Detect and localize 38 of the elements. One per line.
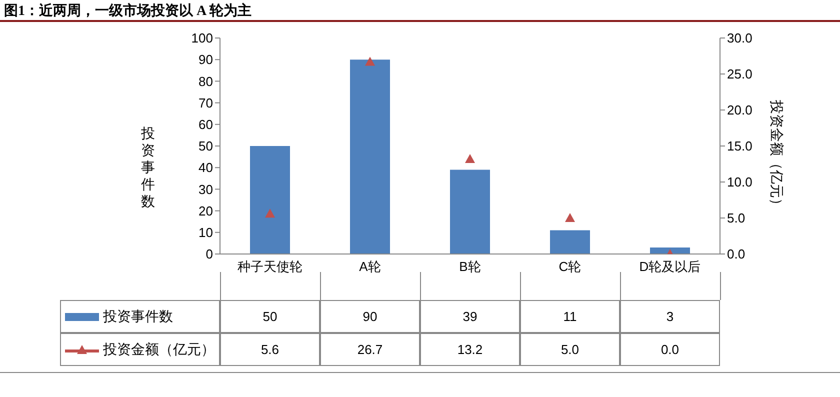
x-tick-label: D轮及以后 bbox=[639, 259, 701, 274]
x-tick-label: 种子天使轮 bbox=[238, 259, 302, 274]
data-label: 39 bbox=[420, 300, 520, 333]
data-label: 3 bbox=[620, 300, 720, 333]
legend-label: 投资金额（亿元） bbox=[103, 340, 215, 358]
x-tick-label: A轮 bbox=[359, 259, 381, 274]
y-axis-title: 投资事件数 bbox=[140, 125, 156, 210]
y-tick-label: 0 bbox=[206, 246, 213, 262]
data-label: 50 bbox=[220, 300, 320, 333]
data-label: 13.2 bbox=[420, 333, 520, 366]
y2-tick-label: 10.0 bbox=[727, 174, 752, 190]
y2-tick-label: 0.0 bbox=[727, 246, 746, 262]
data-label: 90 bbox=[320, 300, 420, 333]
y2-tick-label: 20.0 bbox=[727, 102, 752, 118]
y-tick-label: 60 bbox=[198, 117, 213, 132]
data-label: 26.7 bbox=[320, 333, 420, 366]
y2-tick-label: 5.0 bbox=[727, 210, 746, 226]
y2-tick-label: 15.0 bbox=[727, 138, 752, 154]
x-tick-label: B轮 bbox=[459, 259, 481, 274]
chart-title: 图1：近两周，一级市场投资以 A 轮为主 bbox=[4, 2, 252, 20]
data-label: 11 bbox=[520, 300, 620, 333]
y-tick-label: 10 bbox=[198, 225, 213, 240]
y-tick-label: 40 bbox=[198, 160, 213, 176]
y-tick-label: 70 bbox=[198, 95, 213, 110]
legend-label: 投资事件数 bbox=[103, 308, 173, 326]
y-tick-label: 20 bbox=[198, 203, 213, 218]
data-label: 5.0 bbox=[520, 333, 620, 366]
x-tick-label: C轮 bbox=[558, 259, 582, 274]
y-tick-label: 50 bbox=[198, 138, 213, 154]
y-tick-label: 90 bbox=[198, 52, 213, 68]
y-tick-label: 30 bbox=[198, 182, 213, 197]
data-label: 0.0 bbox=[620, 333, 720, 366]
y2-tick-label: 25.0 bbox=[727, 66, 752, 82]
y2-tick-label: 30.0 bbox=[727, 30, 752, 46]
y-tick-label: 100 bbox=[191, 30, 213, 46]
data-label: 5.6 bbox=[220, 333, 320, 366]
y2-axis-title: 投资金额（亿元） bbox=[768, 100, 785, 212]
y-tick-label: 80 bbox=[198, 74, 213, 89]
